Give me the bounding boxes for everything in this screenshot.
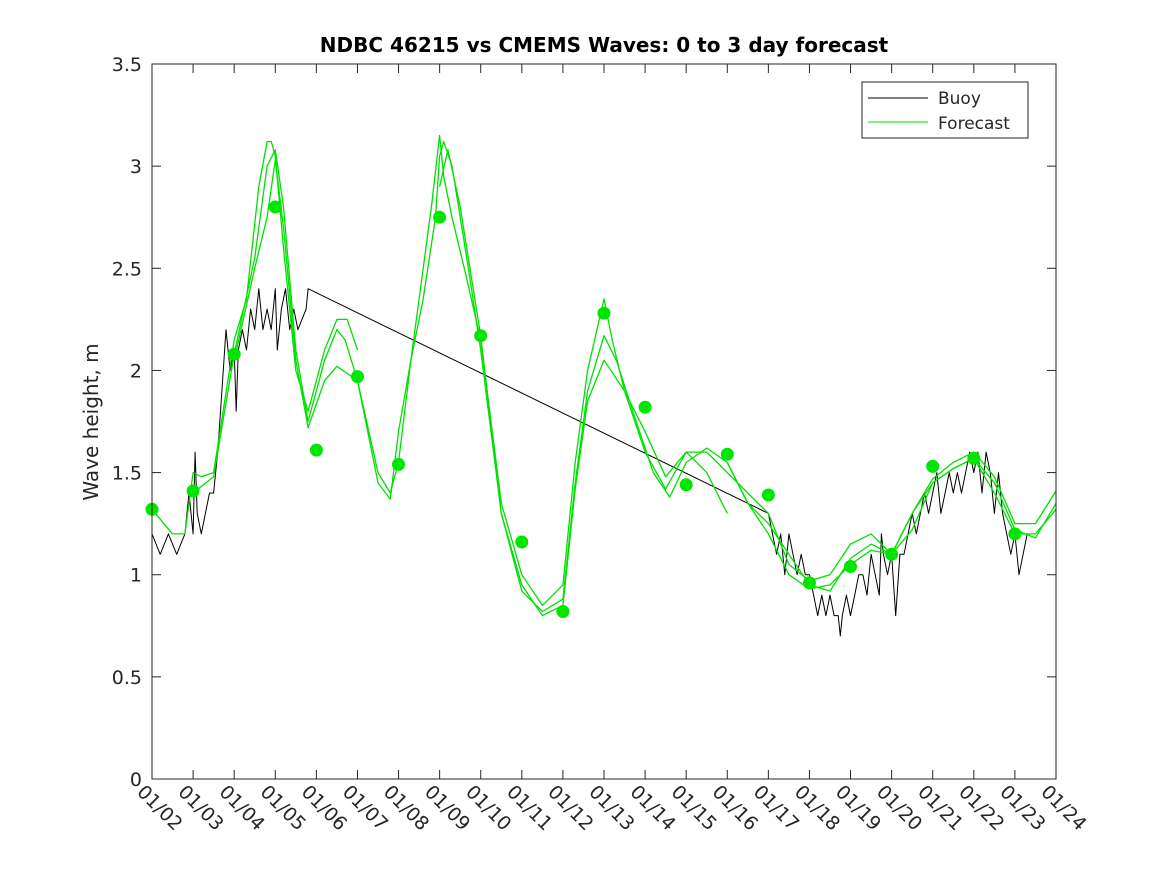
forecast-marker-4 [309,443,323,457]
forecast-marker-3 [268,200,282,214]
forecast-marker-19 [926,459,940,473]
y-tick-label-3: 1.5 [112,463,142,485]
y-tick-label-4: 2 [130,360,142,382]
forecast-marker-21 [1008,527,1022,541]
forecast-marker-15 [761,488,775,502]
y-tick-label-0: 0 [130,769,142,791]
forecast-marker-9 [515,535,529,549]
forecast-marker-12 [638,400,652,414]
y-tick-label-2: 1 [130,565,142,587]
legend-label-buoy: Buoy [938,89,981,109]
legend: Buoy Forecast [861,81,1029,139]
y-tick-label-1: 0.5 [112,667,142,689]
series-line-forecast-2 [192,134,728,607]
forecast-marker-10 [556,605,570,618]
series-line-forecast-4 [438,149,1056,617]
legend-box [861,81,1029,139]
forecast-marker-16 [803,576,816,590]
forecast-marker-20 [967,451,981,465]
legend-label-forecast: Forecast [938,114,1010,134]
forecast-marker-13 [679,478,693,492]
series-line-forecast-1 [152,140,359,535]
y-tick-label-5: 2.5 [112,258,142,280]
chart-title: NDBC 46215 vs CMEMS Waves: 0 to 3 day fo… [320,33,889,57]
forecast-marker-11 [597,306,611,320]
forecast-marker-5 [351,370,364,384]
forecast-marker-1 [186,484,200,498]
series-line-forecast-3 [233,140,1056,613]
y-tick-label-6: 3 [130,156,142,178]
y-tick-label-7: 3.5 [112,54,142,76]
forecast-marker-18 [885,547,899,561]
forecast-marker-14 [720,447,734,461]
forecast-marker-8 [474,329,488,343]
y-axis-label: Wave height, m [79,343,103,500]
series-layer [145,134,1056,637]
forecast-marker-2 [227,347,241,361]
forecast-marker-7 [433,210,447,224]
forecast-marker-17 [844,560,857,573]
forecast-marker-6 [392,457,405,471]
